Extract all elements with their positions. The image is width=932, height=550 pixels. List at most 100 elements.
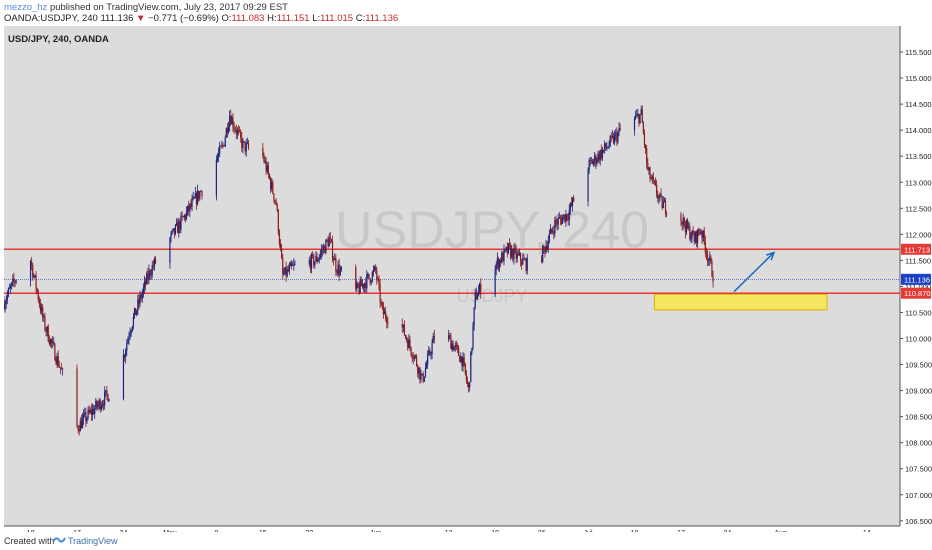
candle-body [359,279,361,293]
candle-body [546,246,548,249]
candle-body [282,258,284,275]
candle-body [56,355,58,364]
candle-body [660,193,662,197]
candle-body [496,258,498,265]
candle-body [412,358,414,359]
candle-body [615,132,617,135]
candle-body [77,426,79,430]
candle-body [337,264,339,274]
candle-body [592,160,595,165]
candle-body [691,230,693,238]
candle-body [15,280,17,283]
candle-body [452,343,454,351]
candle-body [640,109,642,115]
chart-container[interactable]: 106.500 107.000 107.500 108.000 108.500 109.0… [4,26,932,538]
candle-body [265,161,267,172]
candle-body [512,249,514,260]
candle-body [314,261,316,266]
candle-body [554,219,556,234]
candle-body [331,241,334,260]
candle-body [330,239,333,242]
candle-body [602,149,605,151]
buy-zone[interactable] [653,293,828,311]
candle-body [372,269,375,273]
candle-body [12,278,14,283]
candle-body [688,226,690,229]
candle-body [464,363,466,374]
candle-body [560,219,563,224]
candle-body [87,409,89,419]
candle-body [570,203,573,206]
candle-body [508,243,511,246]
candle-body [608,145,610,148]
candle-body [130,330,132,334]
candles[interactable] [4,105,714,436]
candle-body [35,275,37,289]
candle-body [690,237,692,240]
target-arrow-line[interactable] [733,252,775,293]
candle-body [610,136,612,137]
candle-body [292,265,294,267]
candle-body [647,162,649,170]
candle-body [323,246,325,251]
candle-body [413,355,415,359]
candle-body [7,288,10,295]
tradingview-brand[interactable]: TradingView [68,536,118,546]
candle-body [187,205,189,212]
candle-body [312,254,314,256]
candle-body [649,167,651,179]
candle-body [5,300,7,305]
candle-body [385,311,387,319]
candle-body [462,357,464,367]
candle-body [291,263,293,266]
candle-body [96,400,98,407]
price-chart[interactable]: 106.500 107.000 107.500 108.000 108.500 109.0… [4,26,932,538]
author-link[interactable]: mezzo_hz [4,2,48,13]
candle-body [472,325,474,348]
candle-body [150,274,152,276]
candle-body [558,217,560,219]
candle-body [383,311,386,315]
candle-body [641,109,643,123]
candle-body [107,394,109,402]
candle-body [367,273,369,275]
candle-body [402,324,404,328]
candle-body [652,176,654,181]
candle-body [523,258,525,260]
candle-body [101,404,104,406]
candle-body [380,302,382,304]
y-tick-label: 109.500 [905,361,932,370]
candle-body [237,130,240,131]
candle-body [683,217,685,226]
candle-body [704,241,706,253]
candle-body [498,259,501,269]
candle-body [59,367,62,369]
candle-body [422,373,424,382]
candle-body [466,380,469,385]
candle-body [684,225,687,233]
candle-body [473,307,475,326]
candle-body [591,160,594,165]
candle-body [420,374,422,380]
candle-body [268,174,271,179]
candle-body [39,304,42,312]
candle-body [329,237,331,240]
candle-body [569,203,571,211]
candle-body [587,170,589,202]
candle-body [681,221,683,225]
candle-body [653,180,656,182]
candle-body [42,307,44,318]
candle-body [703,230,705,242]
candle-body [309,260,312,269]
candle-body [650,178,652,180]
candle-body [365,283,367,289]
candle-body [692,230,694,236]
candle-body [148,270,150,280]
candle-body [526,257,528,271]
chart-header: mezzo_hz published on TradingView.com, J… [0,0,932,26]
y-tick-label: 111.000 [905,282,931,291]
plot-area[interactable] [4,26,900,526]
candle-body [614,134,616,143]
candle-body [141,293,143,299]
candle-body [612,135,615,143]
